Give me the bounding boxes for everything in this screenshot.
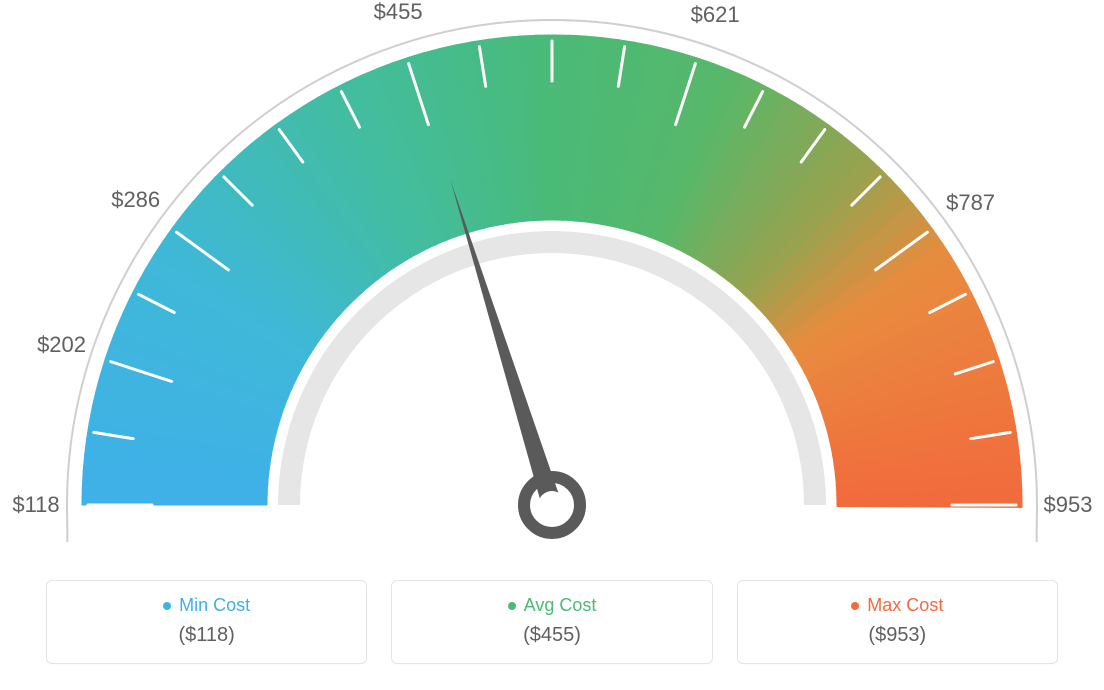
legend-max-value: ($953) — [868, 624, 926, 647]
legend-avg-title: Avg Cost — [508, 595, 597, 616]
legend-min-value: ($118) — [179, 624, 235, 647]
legend-max-title: Max Cost — [851, 595, 943, 616]
legend-card-max: Max Cost ($953) — [737, 580, 1058, 664]
gauge-tick-label: $118 — [12, 492, 59, 518]
legend-min-label: Min Cost — [179, 595, 250, 616]
gauge-tick-label: $202 — [37, 332, 86, 358]
gauge-tick-label: $455 — [374, 0, 423, 25]
gauge-tick-label: $953 — [1044, 492, 1093, 518]
legend-min-title: Min Cost — [163, 595, 250, 616]
legend-row: Min Cost ($118) Avg Cost ($455) Max Cost… — [46, 580, 1058, 664]
legend-avg-label: Avg Cost — [524, 595, 597, 616]
legend-max-label: Max Cost — [867, 595, 943, 616]
dot-icon — [508, 602, 516, 610]
gauge-tick-label: $286 — [111, 187, 160, 213]
dot-icon — [851, 602, 859, 610]
gauge-tick-label: $787 — [946, 190, 995, 216]
gauge-band — [82, 35, 1022, 507]
chart-container: $118 $202 $286 $455 $621 $787 $953 Min Cost ($… — [0, 0, 1104, 690]
gauge-svg — [0, 0, 1104, 560]
dot-icon — [163, 602, 171, 610]
legend-card-min: Min Cost ($118) — [46, 580, 367, 664]
gauge-area: $118 $202 $286 $455 $621 $787 $953 — [0, 0, 1104, 560]
gauge-tick-label: $621 — [691, 2, 740, 28]
legend-card-avg: Avg Cost ($455) — [391, 580, 712, 664]
legend-avg-value: ($455) — [523, 624, 581, 647]
